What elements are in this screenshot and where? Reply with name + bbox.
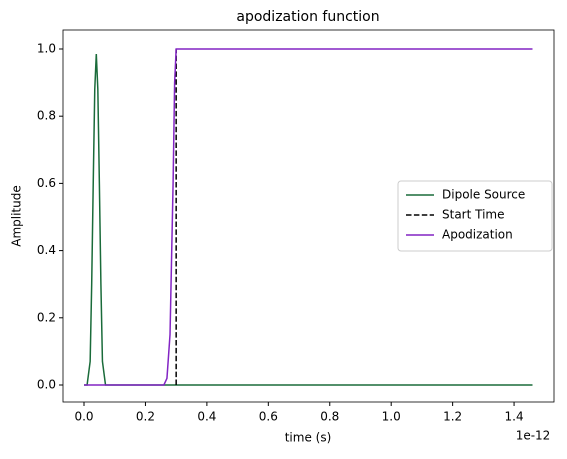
y-tick-label: 0.8 bbox=[37, 109, 56, 123]
y-tick-label: 0.0 bbox=[37, 377, 56, 391]
x-tick-label: 0.4 bbox=[197, 410, 216, 424]
x-tick-label: 0.8 bbox=[320, 410, 339, 424]
x-tick-label: 1.2 bbox=[443, 410, 462, 424]
plot-frame bbox=[62, 29, 555, 403]
x-tick-label: 1.4 bbox=[505, 410, 524, 424]
x-tick-label: 0.6 bbox=[259, 410, 278, 424]
y-axis-label: Amplitude bbox=[10, 185, 24, 247]
x-tick-label: 1.0 bbox=[382, 410, 401, 424]
legend-box bbox=[397, 180, 553, 252]
y-tick-label: 0.4 bbox=[37, 243, 56, 257]
y-tick-label: 1.0 bbox=[37, 41, 56, 55]
legend-label: Start Time bbox=[442, 208, 505, 222]
x-tick-label: 0.2 bbox=[136, 410, 155, 424]
line-series bbox=[84, 48, 533, 386]
y-tick-label: 0.2 bbox=[37, 310, 56, 324]
x-axis-label: time (s) bbox=[285, 431, 332, 445]
x-offset-label: 1e-12 bbox=[516, 429, 551, 443]
line-series bbox=[84, 53, 533, 386]
chart-title: apodization function bbox=[236, 9, 379, 25]
legend-label: Apodization bbox=[442, 228, 513, 242]
legend-label: Dipole Source bbox=[442, 188, 525, 202]
x-tick-label: 0.0 bbox=[74, 410, 93, 424]
y-tick-label: 0.6 bbox=[37, 176, 56, 190]
